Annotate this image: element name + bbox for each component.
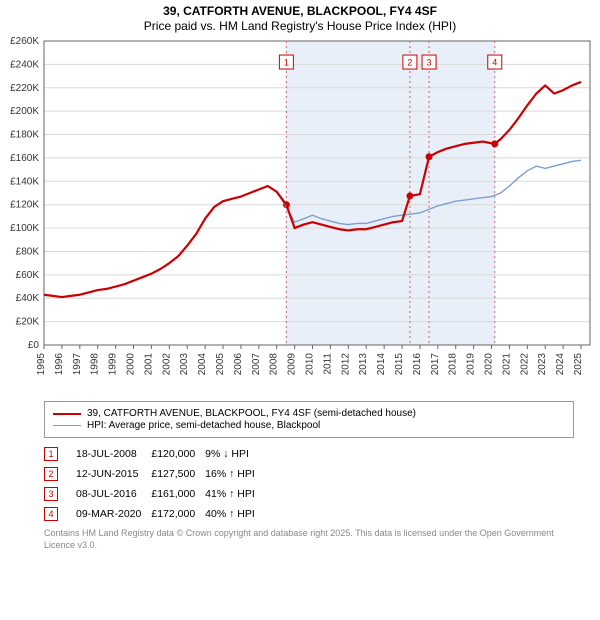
svg-text:3: 3 [427, 58, 432, 68]
svg-text:2012: 2012 [340, 353, 351, 376]
svg-text:2006: 2006 [233, 353, 244, 376]
sale-marker: 1 [44, 447, 58, 461]
svg-text:1998: 1998 [90, 353, 101, 376]
svg-text:2010: 2010 [305, 353, 316, 376]
svg-text:2020: 2020 [484, 353, 495, 376]
svg-text:£220K: £220K [10, 83, 39, 94]
sale-delta: 9% ↓ HPI [205, 444, 265, 464]
svg-text:2024: 2024 [555, 353, 566, 376]
sale-price: £127,500 [151, 464, 205, 484]
sale-date: 18-JUL-2008 [76, 444, 151, 464]
chart-container: 39, CATFORTH AVENUE, BLACKPOOL, FY4 4SF … [0, 0, 600, 551]
legend-item-hpi: HPI: Average price, semi-detached house,… [53, 420, 565, 431]
svg-text:1996: 1996 [54, 353, 65, 376]
svg-text:£100K: £100K [10, 223, 39, 234]
svg-text:£20K: £20K [16, 317, 40, 328]
svg-text:2002: 2002 [161, 353, 172, 376]
svg-text:1995: 1995 [36, 353, 47, 376]
table-row: 2 12-JUN-2015£127,50016% ↑ HPI [44, 464, 265, 484]
sales-table: 1 18-JUL-2008£120,0009% ↓ HPI 2 12-JUN-2015… [44, 444, 265, 524]
legend-swatch-red [53, 413, 81, 415]
svg-text:£40K: £40K [16, 293, 40, 304]
sale-marker: 3 [44, 487, 58, 501]
svg-text:2005: 2005 [215, 353, 226, 376]
svg-text:2014: 2014 [376, 353, 387, 376]
svg-text:2013: 2013 [358, 353, 369, 376]
sale-date: 08-JUL-2016 [76, 484, 151, 504]
svg-text:£260K: £260K [10, 36, 39, 47]
svg-text:2018: 2018 [448, 353, 459, 376]
title-subtitle: Price paid vs. HM Land Registry's House … [10, 19, 590, 33]
sale-delta: 41% ↑ HPI [205, 484, 265, 504]
svg-text:2022: 2022 [519, 353, 530, 376]
sale-marker: 4 [44, 507, 58, 521]
chart-svg: £0 £20K £40K £60K £80K £100K £120K £140K £160K £1… [0, 35, 600, 395]
svg-text:2008: 2008 [269, 353, 280, 376]
sale-delta: 16% ↑ HPI [205, 464, 265, 484]
sale-price: £161,000 [151, 484, 205, 504]
svg-text:£60K: £60K [16, 270, 40, 281]
title-block: 39, CATFORTH AVENUE, BLACKPOOL, FY4 4SF … [0, 0, 600, 35]
sale-price: £172,000 [151, 504, 205, 524]
svg-text:2003: 2003 [179, 353, 190, 376]
svg-text:2004: 2004 [197, 353, 208, 376]
svg-text:2001: 2001 [143, 353, 154, 376]
legend-item-price: 39, CATFORTH AVENUE, BLACKPOOL, FY4 4SF … [53, 408, 565, 419]
svg-text:2009: 2009 [287, 353, 298, 376]
svg-text:2000: 2000 [126, 353, 137, 376]
footer-licence: Contains HM Land Registry data © Crown c… [44, 528, 574, 551]
svg-text:2015: 2015 [394, 353, 405, 376]
svg-text:2: 2 [407, 58, 412, 68]
svg-text:1997: 1997 [72, 353, 83, 376]
legend-text-price: 39, CATFORTH AVENUE, BLACKPOOL, FY4 4SF … [87, 408, 416, 419]
svg-text:£120K: £120K [10, 200, 39, 211]
table-row: 4 09-MAR-2020£172,00040% ↑ HPI [44, 504, 265, 524]
svg-text:£140K: £140K [10, 176, 39, 187]
svg-text:2019: 2019 [466, 353, 477, 376]
svg-text:2017: 2017 [430, 353, 441, 376]
sale-price: £120,000 [151, 444, 205, 464]
legend-text-hpi: HPI: Average price, semi-detached house,… [87, 420, 320, 431]
svg-text:1: 1 [284, 58, 289, 68]
sale-date: 09-MAR-2020 [76, 504, 151, 524]
svg-text:4: 4 [492, 58, 497, 68]
table-row: 3 08-JUL-2016£161,00041% ↑ HPI [44, 484, 265, 504]
svg-text:1999: 1999 [108, 353, 119, 376]
svg-text:2021: 2021 [501, 353, 512, 376]
svg-text:£180K: £180K [10, 130, 39, 141]
sale-marker: 2 [44, 467, 58, 481]
legend: 39, CATFORTH AVENUE, BLACKPOOL, FY4 4SF … [44, 401, 574, 438]
title-address: 39, CATFORTH AVENUE, BLACKPOOL, FY4 4SF [10, 4, 590, 18]
legend-swatch-blue [53, 425, 81, 426]
sale-date: 12-JUN-2015 [76, 464, 151, 484]
svg-text:2011: 2011 [322, 353, 333, 375]
svg-text:£80K: £80K [16, 246, 40, 257]
svg-text:2016: 2016 [412, 353, 423, 376]
table-row: 1 18-JUL-2008£120,0009% ↓ HPI [44, 444, 265, 464]
svg-text:£0: £0 [28, 340, 40, 351]
sale-delta: 40% ↑ HPI [205, 504, 265, 524]
svg-text:2007: 2007 [251, 353, 262, 376]
svg-text:£240K: £240K [10, 59, 39, 70]
svg-text:£160K: £160K [10, 153, 39, 164]
svg-text:2023: 2023 [537, 353, 548, 376]
svg-text:2025: 2025 [573, 353, 584, 376]
chart-area: £0 £20K £40K £60K £80K £100K £120K £140K £160K £1… [0, 35, 600, 395]
svg-text:£200K: £200K [10, 106, 39, 117]
